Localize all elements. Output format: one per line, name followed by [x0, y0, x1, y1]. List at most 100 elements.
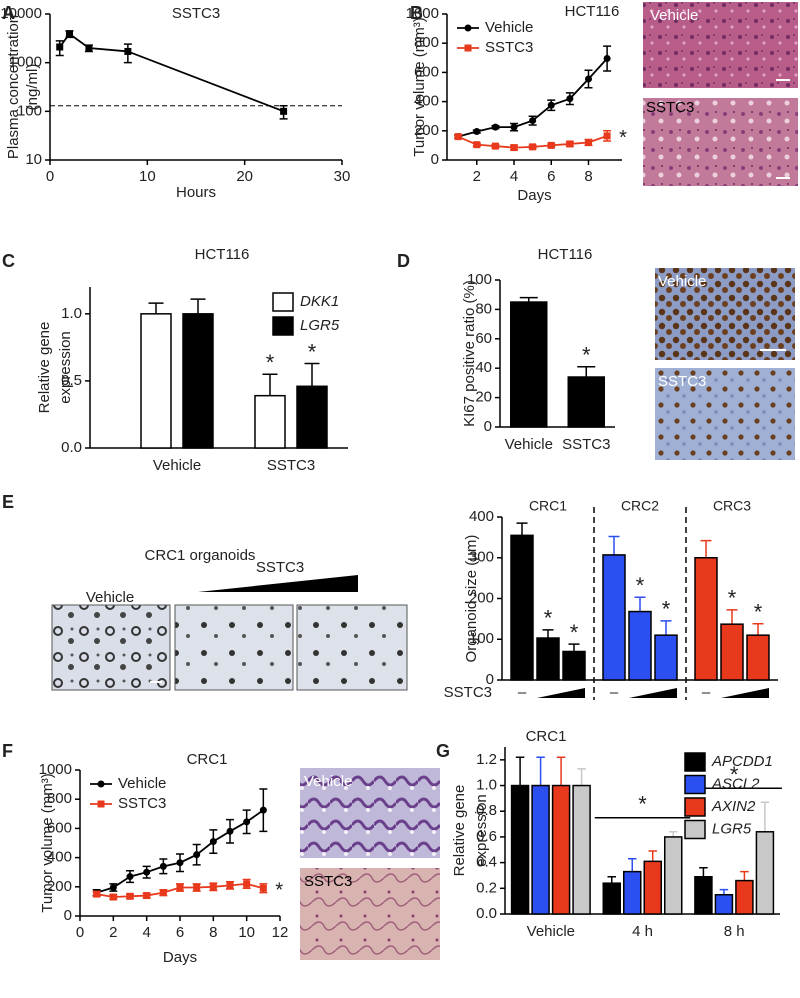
photos: Vehicle SSTC3 Vehicle SSTC3 Vehicle SSTC… — [51, 2, 798, 960]
y-tick-label: 0.2 — [476, 879, 497, 896]
point — [243, 880, 251, 888]
series-line — [96, 809, 264, 894]
x-tick-label: 8 — [209, 924, 217, 941]
photo — [174, 604, 294, 691]
chart-title: SSTC3 — [172, 5, 220, 22]
chart-title: CRC1 — [526, 728, 567, 745]
organoid-label: Vehicle — [86, 589, 134, 606]
x-tick-label: Vehicle — [505, 436, 553, 453]
point — [226, 881, 234, 889]
dose-wedge — [721, 688, 769, 698]
error-bar — [148, 302, 164, 314]
x-tick-label: SSTC3 — [562, 436, 610, 453]
point — [176, 859, 184, 867]
point — [85, 44, 93, 52]
x-tick-label: 10 — [139, 168, 156, 185]
y-axis-label: Plasma concentration — [5, 15, 22, 159]
dose-marker: – — [610, 684, 619, 701]
y-tick-label: 80 — [475, 300, 492, 317]
chart-title: HCT116 — [565, 3, 620, 20]
y-axis-label: expression — [57, 331, 74, 404]
y-tick-label: 600 — [414, 63, 439, 80]
group-label: CRC1 — [529, 498, 567, 514]
point — [473, 141, 481, 149]
panel-label: F — [2, 741, 13, 761]
point — [529, 143, 537, 151]
error-bar — [577, 768, 586, 786]
x-tick-label: 2 — [109, 924, 117, 941]
error-bar — [190, 298, 206, 314]
photo — [643, 98, 798, 186]
legend-label: LGR5 — [712, 820, 752, 837]
bar — [694, 557, 718, 681]
x-tick-label: 2 — [473, 168, 481, 185]
error-bar — [760, 801, 770, 832]
dose-marker: – — [702, 684, 711, 701]
legend-swatch — [684, 752, 706, 772]
photo — [51, 604, 171, 691]
bar — [628, 610, 652, 681]
error-bar — [660, 620, 672, 636]
legend-label: DKK1 — [300, 293, 339, 310]
y-tick-label: 10000 — [0, 5, 42, 22]
error-bar — [719, 888, 729, 895]
error-bar — [648, 850, 657, 862]
x-tick-label: 8 — [584, 168, 592, 185]
point — [566, 95, 574, 103]
chart-title: CRC1 — [187, 751, 228, 768]
y-tick-label: 1.0 — [476, 777, 497, 794]
point — [126, 873, 134, 881]
legend-swatch — [684, 797, 706, 817]
photo — [643, 2, 798, 88]
point — [491, 123, 499, 131]
x-tick-label: 4 — [510, 168, 518, 185]
error-bar — [726, 609, 738, 625]
point — [547, 141, 555, 149]
significance: * — [582, 343, 591, 368]
significance: * — [308, 339, 317, 364]
organoid-title: CRC1 organoids — [145, 547, 256, 564]
y-tick-label: 300 — [469, 549, 494, 566]
legend-label: LGR5 — [300, 317, 340, 334]
panel-label: B — [410, 3, 423, 23]
significance: * — [619, 127, 627, 149]
y-tick-label: 200 — [469, 589, 494, 606]
chart-title: HCT116 — [195, 246, 250, 263]
y-tick-label: 0.4 — [476, 854, 497, 871]
significance: * — [544, 606, 553, 631]
x-tick-label: 0 — [46, 168, 54, 185]
y-tick-label: 0.6 — [476, 828, 497, 845]
legend-marker — [97, 800, 105, 808]
point — [159, 889, 167, 897]
panel-label: D — [397, 251, 410, 271]
y-tick-label: 600 — [47, 819, 72, 836]
legend-marker — [464, 24, 472, 32]
x-tick-label: 8 h — [724, 923, 745, 940]
error-bar — [556, 756, 566, 786]
error-bar — [568, 643, 580, 652]
y-axis-label: expression — [473, 794, 490, 867]
point — [209, 838, 217, 846]
point — [491, 142, 499, 150]
significance: * — [636, 573, 645, 598]
y-tick-label: 100 — [17, 102, 42, 119]
point — [226, 827, 234, 835]
point — [65, 30, 73, 38]
bar — [602, 554, 626, 681]
point — [109, 884, 117, 892]
error-bar — [699, 867, 708, 877]
y-tick-label: 400 — [47, 849, 72, 866]
y-axis-label: Tumor volume (mm³) — [411, 17, 428, 156]
y-axis-label: (ng/ml) — [24, 64, 41, 111]
bar — [551, 784, 571, 915]
y-tick-label: 40 — [475, 359, 492, 376]
photo — [296, 604, 408, 691]
significance: * — [266, 350, 275, 375]
point — [259, 806, 267, 814]
y-tick-label: 0 — [486, 671, 494, 688]
y-axis-label: Organoid size (µm) — [463, 535, 480, 663]
point — [193, 851, 201, 859]
point — [547, 101, 555, 109]
x-tick-label: SSTC3 — [267, 457, 315, 474]
error-bar — [628, 858, 637, 872]
